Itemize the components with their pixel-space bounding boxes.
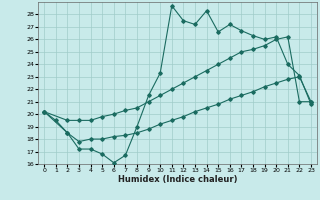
X-axis label: Humidex (Indice chaleur): Humidex (Indice chaleur): [118, 175, 237, 184]
